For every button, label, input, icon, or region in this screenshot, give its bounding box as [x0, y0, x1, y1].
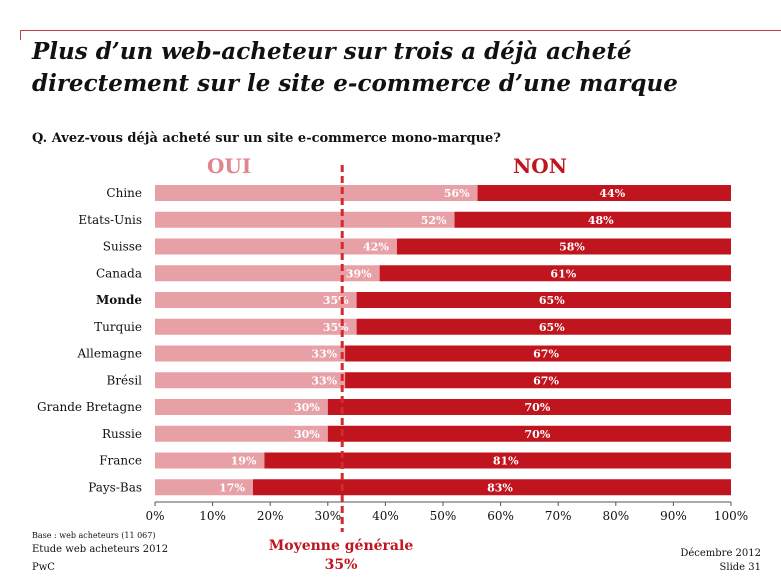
bar-oui-0	[155, 185, 478, 201]
bar-non-5	[356, 318, 731, 335]
x-tick-label-0: 0%	[145, 509, 164, 523]
value-label-non-6: 67%	[533, 348, 559, 361]
x-tick-label-1: 10%	[199, 509, 226, 523]
category-label-7: Brésil	[107, 373, 143, 387]
value-label-oui-5: 35%	[323, 321, 349, 334]
base-note: Base : web acheteurs (11 067)	[32, 531, 156, 540]
non-label: NON	[513, 154, 567, 178]
x-tick-label-9: 90%	[660, 509, 687, 523]
category-label-4: Monde	[96, 293, 142, 307]
survey-question: Q. Avez-vous déjà acheté sur un site e-c…	[32, 131, 501, 146]
slide-date: Décembre 2012	[680, 548, 761, 559]
value-label-oui-4: 35%	[323, 294, 349, 307]
bar-oui-8	[155, 399, 328, 415]
value-label-oui-6: 33%	[311, 348, 337, 361]
x-tick-label-6: 60%	[487, 509, 514, 523]
value-label-non-2: 58%	[559, 241, 585, 254]
bar-non-10	[264, 452, 731, 469]
bar-oui-1	[155, 211, 455, 228]
value-label-non-5: 65%	[539, 321, 565, 334]
bar-oui-4	[155, 292, 357, 308]
study-name: Etude web acheteurs 2012	[32, 544, 169, 555]
header-rule	[20, 30, 781, 31]
x-tick-label-5: 50%	[430, 509, 457, 523]
value-label-non-1: 48%	[588, 214, 614, 227]
bar-non-6	[345, 345, 731, 362]
slide-title: Plus d’un web-acheteur sur trois a déjà …	[32, 36, 772, 100]
value-label-non-0: 44%	[599, 187, 625, 200]
value-label-oui-0: 56%	[444, 187, 470, 200]
bar-non-1	[454, 211, 731, 228]
category-label-2: Suisse	[103, 240, 142, 254]
category-label-10: France	[99, 454, 142, 468]
category-label-1: Etats-Unis	[78, 213, 142, 227]
bar-non-4	[356, 292, 731, 308]
average-value: 35%	[324, 557, 358, 573]
x-tick-label-8: 80%	[602, 509, 629, 523]
value-label-oui-8: 30%	[294, 401, 320, 414]
bar-non-2	[396, 238, 731, 255]
value-label-oui-2: 42%	[363, 241, 389, 254]
x-tick-label-10: 100%	[714, 509, 748, 523]
bar-non-8	[327, 399, 731, 415]
bar-non-9	[327, 425, 731, 442]
value-label-oui-10: 19%	[231, 455, 257, 468]
bar-oui-10	[155, 452, 265, 469]
bar-oui-3	[155, 265, 380, 282]
category-label-3: Canada	[96, 266, 142, 280]
value-label-oui-11: 17%	[219, 481, 245, 494]
x-tick-label-7: 70%	[545, 509, 572, 523]
value-label-oui-9: 30%	[294, 428, 320, 441]
bar-oui-6	[155, 345, 346, 362]
value-label-oui-7: 33%	[311, 374, 337, 387]
slide-title-line-2: directement sur le site e-commerce d’une…	[32, 70, 678, 97]
header-rule-tick	[20, 30, 21, 40]
value-label-non-3: 61%	[550, 267, 576, 280]
slide-number: Slide 31	[719, 562, 761, 573]
average-label: Moyenne générale	[268, 538, 414, 554]
category-label-9: Russie	[102, 427, 142, 441]
x-tick-label-2: 20%	[257, 509, 284, 523]
category-label-6: Allemagne	[77, 347, 143, 361]
company-name: PwC	[32, 562, 55, 573]
value-label-non-4: 65%	[539, 294, 565, 307]
value-label-non-7: 67%	[533, 374, 559, 387]
value-label-non-10: 81%	[493, 455, 519, 468]
bar-oui-5	[155, 318, 357, 335]
value-label-oui-3: 39%	[346, 267, 372, 280]
bar-non-0	[477, 185, 731, 201]
category-label-11: Pays-Bas	[88, 480, 142, 494]
bar-oui-7	[155, 372, 346, 389]
bar-non-11	[252, 479, 732, 496]
bar-oui-2	[155, 238, 397, 255]
oui-label: OUI	[207, 154, 252, 178]
value-label-non-9: 70%	[525, 428, 551, 441]
category-label-5: Turquie	[94, 320, 142, 334]
x-tick-label-4: 40%	[372, 509, 399, 523]
slide-title-line-1: Plus d’un web-acheteur sur trois a déjà …	[32, 38, 632, 65]
category-label-0: Chine	[106, 186, 142, 200]
bar-non-7	[345, 372, 731, 389]
x-tick-label-3: 30%	[314, 509, 341, 523]
bar-non-3	[379, 265, 731, 282]
value-label-non-11: 83%	[487, 481, 513, 494]
category-label-8: Grande Bretagne	[37, 400, 142, 414]
value-label-oui-1: 52%	[421, 214, 447, 227]
bar-oui-9	[155, 425, 328, 442]
value-label-non-8: 70%	[525, 401, 551, 414]
bar-oui-11	[155, 479, 253, 496]
